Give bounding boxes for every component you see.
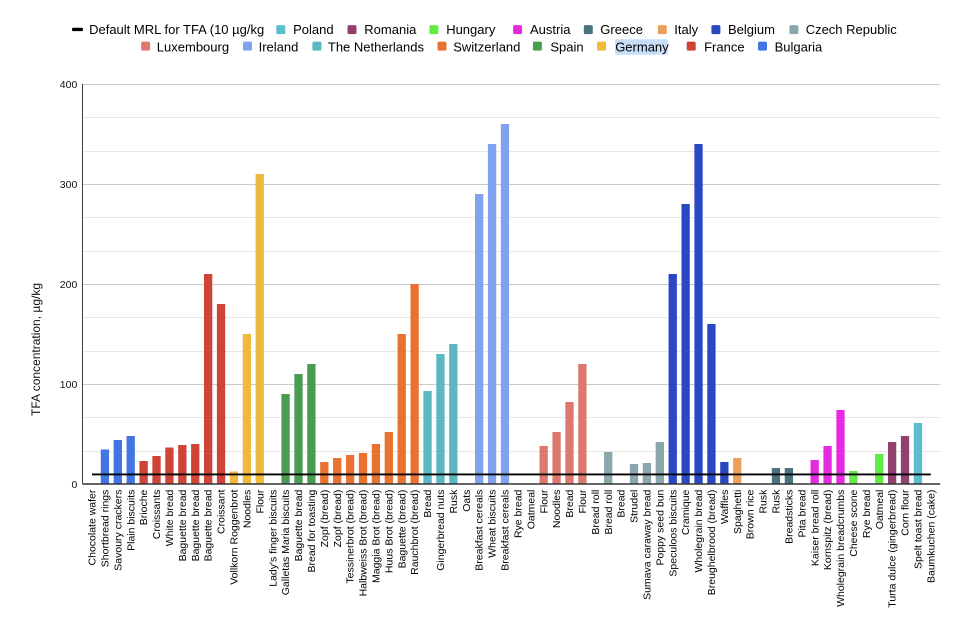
svg-text:Galletas Maria biscuits: Galletas Maria biscuits xyxy=(280,490,292,596)
svg-text:Tessinerbrot (bread): Tessinerbrot (bread) xyxy=(345,490,357,584)
svg-text:Maggia Brot (bread): Maggia Brot (bread) xyxy=(371,490,383,583)
svg-text:Noodles: Noodles xyxy=(551,490,563,529)
svg-text:Vollkorn Roggenbrot: Vollkorn Roggenbrot xyxy=(229,490,241,585)
svg-text:Zopf (bread): Zopf (bread) xyxy=(319,490,331,548)
svg-text:Strudel: Strudel xyxy=(629,490,641,523)
svg-text:400: 400 xyxy=(60,79,78,91)
svg-text:200: 200 xyxy=(60,279,78,291)
svg-text:Default MRL for TFA (10 µg/kg: Default MRL for TFA (10 µg/kg xyxy=(89,22,264,37)
svg-text:Sumava caraway bread: Sumava caraway bread xyxy=(642,489,654,599)
svg-text:Romania: Romania xyxy=(364,22,417,37)
svg-text:Breakfast cereals: Breakfast cereals xyxy=(474,490,486,571)
svg-text:100: 100 xyxy=(60,379,78,391)
svg-text:Spelt toast bread: Spelt toast bread xyxy=(913,489,925,569)
svg-text:Bread: Bread xyxy=(422,489,434,517)
svg-text:Breakfast cereals: Breakfast cereals xyxy=(500,490,512,571)
svg-text:Rye bread: Rye bread xyxy=(512,489,524,538)
svg-text:Breadsticks: Breadsticks xyxy=(783,490,795,544)
svg-text:Kaiser bread roll: Kaiser bread roll xyxy=(809,490,821,566)
svg-text:Baguette bread: Baguette bread xyxy=(293,489,305,561)
svg-text:Spain: Spain xyxy=(550,39,583,54)
svg-text:Baguette bread: Baguette bread xyxy=(203,489,215,561)
svg-text:Lady's finger biscuits: Lady's finger biscuits xyxy=(267,490,279,587)
svg-text:Cheese scone: Cheese scone xyxy=(848,489,860,556)
svg-text:300: 300 xyxy=(60,179,78,191)
svg-text:Rusk: Rusk xyxy=(758,489,770,514)
svg-text:Savoury crackers: Savoury crackers xyxy=(112,490,124,571)
svg-text:White bread: White bread xyxy=(164,489,176,546)
svg-text:Rusk: Rusk xyxy=(448,489,460,514)
svg-text:Plain biscuits: Plain biscuits xyxy=(125,490,137,551)
svg-text:Noodles: Noodles xyxy=(241,490,253,529)
svg-text:Hungary: Hungary xyxy=(446,22,496,37)
svg-text:Wholegrain breadcrumbs: Wholegrain breadcrumbs xyxy=(835,490,847,607)
svg-text:Italy: Italy xyxy=(674,22,698,37)
svg-text:Switzerland: Switzerland xyxy=(453,39,520,54)
svg-text:Zopf (bread): Zopf (bread) xyxy=(332,490,344,548)
svg-text:Oats: Oats xyxy=(461,490,473,512)
svg-text:Baumkuchen (cake): Baumkuchen (cake) xyxy=(925,490,937,583)
svg-text:Bread roll: Bread roll xyxy=(603,490,615,535)
svg-text:0: 0 xyxy=(71,479,77,491)
svg-text:Baguette (bread): Baguette (bread) xyxy=(396,490,408,569)
svg-text:Poland: Poland xyxy=(293,22,333,37)
svg-text:Baguette bread: Baguette bread xyxy=(190,489,202,561)
svg-text:Luxembourg: Luxembourg xyxy=(157,39,229,54)
svg-text:Chocolate wafer: Chocolate wafer xyxy=(87,489,99,565)
svg-text:Spaghetti: Spaghetti xyxy=(732,490,744,534)
svg-text:Poppy seed bun: Poppy seed bun xyxy=(654,489,666,565)
svg-text:Croissant: Croissant xyxy=(216,490,228,534)
svg-text:Corn flour: Corn flour xyxy=(900,489,912,536)
svg-text:The Netherlands: The Netherlands xyxy=(328,39,425,54)
svg-text:Brown rice: Brown rice xyxy=(745,489,757,539)
svg-text:Pita bread: Pita bread xyxy=(796,489,808,537)
svg-text:TFA concentration, µg/kg: TFA concentration, µg/kg xyxy=(29,283,43,416)
svg-text:Oatmeal: Oatmeal xyxy=(525,490,537,530)
svg-text:Greece: Greece xyxy=(600,22,643,37)
svg-text:Bulgaria: Bulgaria xyxy=(775,39,823,54)
svg-text:Brioche: Brioche xyxy=(138,489,150,525)
svg-text:Rusk: Rusk xyxy=(771,489,783,514)
svg-text:Czech Republic: Czech Republic xyxy=(806,22,898,37)
svg-text:Cramique: Cramique xyxy=(680,489,692,535)
svg-text:Croissants: Croissants xyxy=(151,490,163,540)
svg-text:France: France xyxy=(704,39,744,54)
svg-text:Bread: Bread xyxy=(616,489,628,517)
svg-text:Rauchbrot (bread): Rauchbrot (bread) xyxy=(409,490,421,575)
svg-text:Wholegrain bread: Wholegrain bread xyxy=(693,489,705,572)
svg-text:Wheat biscuits: Wheat biscuits xyxy=(487,490,499,558)
svg-text:Flour: Flour xyxy=(577,489,589,513)
svg-text:Oatmeal: Oatmeal xyxy=(874,490,886,530)
svg-text:Flour: Flour xyxy=(254,489,266,513)
svg-text:Gingerbread nuts: Gingerbread nuts xyxy=(435,490,447,571)
svg-text:Austria: Austria xyxy=(530,22,571,37)
svg-text:Baguette bread: Baguette bread xyxy=(177,489,189,561)
svg-text:Bread roll: Bread roll xyxy=(590,490,602,535)
svg-text:Halbweiss Brot (bread): Halbweiss Brot (bread) xyxy=(358,490,370,597)
svg-text:Bread: Bread xyxy=(564,489,576,517)
svg-text:Speculoos biscuits: Speculoos biscuits xyxy=(667,490,679,577)
svg-text:Kornspitz (bread): Kornspitz (bread) xyxy=(822,490,834,571)
svg-text:Huus Brot (bread): Huus Brot (bread) xyxy=(383,490,395,573)
svg-text:Shortbread rings: Shortbread rings xyxy=(100,490,112,568)
svg-text:Waffles: Waffles xyxy=(719,490,731,524)
svg-text:Breughelbrood (bread): Breughelbrood (bread) xyxy=(706,490,718,596)
svg-text:Rye bread: Rye bread xyxy=(861,489,873,538)
svg-text:Bread for toasting: Bread for toasting xyxy=(306,489,318,572)
svg-text:Flour: Flour xyxy=(538,489,550,513)
svg-text:Belgium: Belgium xyxy=(728,22,775,37)
svg-text:Germany: Germany xyxy=(615,39,669,54)
svg-text:Ireland: Ireland xyxy=(259,39,299,54)
svg-text:Turta dulce (gingerbread): Turta dulce (gingerbread) xyxy=(887,490,899,608)
